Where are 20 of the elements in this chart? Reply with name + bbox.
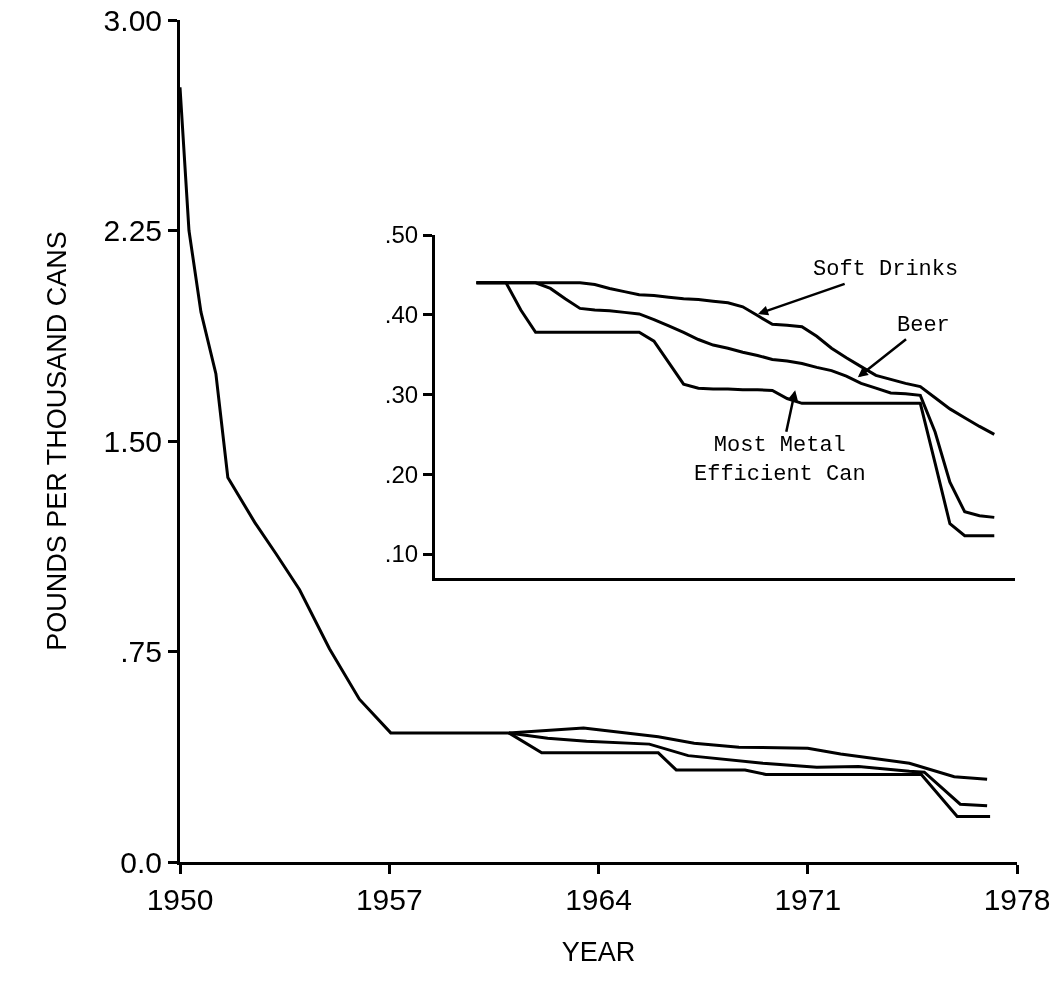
x-tick-label: 1971	[774, 883, 842, 916]
x-tick-label: 1964	[565, 883, 632, 916]
y-tick-label: .50	[384, 221, 419, 249]
annotation: Most Metal Efficient Can	[694, 433, 866, 487]
y-tick-label: 3.00	[103, 3, 162, 37]
x-tick-label: 1957	[355, 883, 423, 916]
y-tick-label: 1.50	[103, 424, 162, 458]
y-tick-label: 2.25	[103, 214, 162, 247]
annotation: Soft Drinks	[813, 257, 959, 282]
annotation: Beer	[897, 313, 950, 338]
y-tick-label: .40	[384, 301, 419, 329]
y-axis-title: POUNDS PER THOUSAND CANS	[41, 231, 72, 651]
x-axis-title: YEAR	[561, 937, 636, 968]
x-tick-label: 1950	[146, 883, 214, 916]
y-tick-label: .30	[384, 380, 419, 408]
x-tick-label: 1978	[983, 883, 1050, 916]
y-tick-label: .20	[384, 460, 419, 488]
y-tick-label: .75	[120, 635, 162, 668]
y-tick-label: 0.0	[120, 845, 162, 879]
y-tick-label: .10	[384, 540, 419, 568]
